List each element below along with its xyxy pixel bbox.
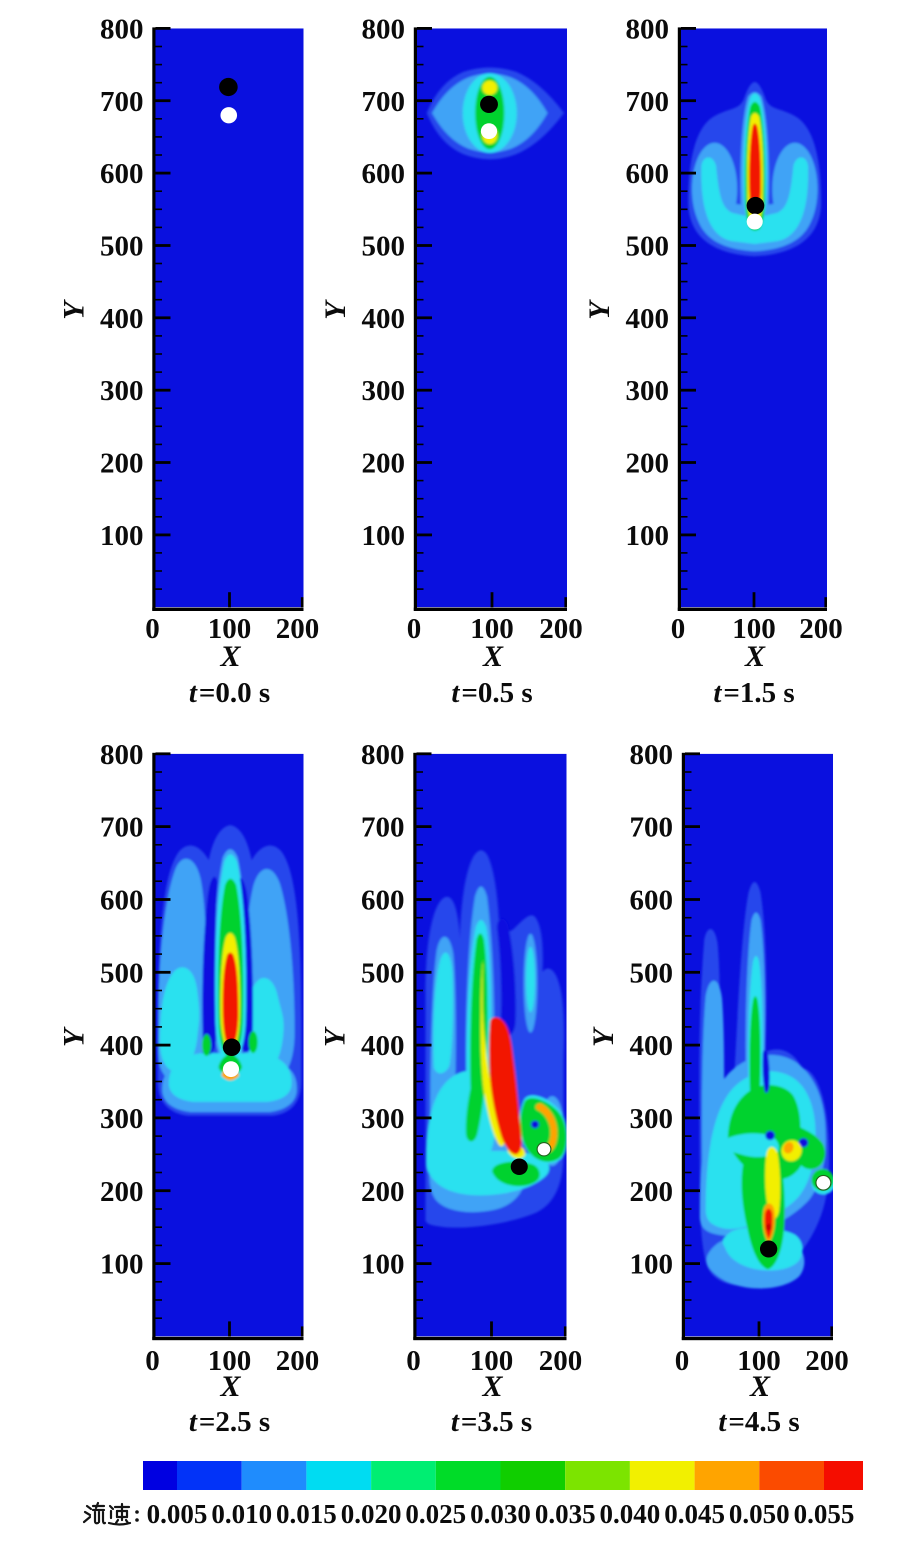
svg-text:0.030: 0.030	[470, 1499, 531, 1529]
svg-text:0.025: 0.025	[405, 1499, 466, 1529]
svg-text:t=3.5 s: t=3.5 s	[451, 1406, 532, 1438]
svg-text:200: 200	[805, 1345, 849, 1377]
svg-text:0: 0	[407, 613, 422, 645]
svg-text:0.035: 0.035	[535, 1499, 596, 1529]
svg-text:100: 100	[732, 613, 776, 645]
svg-text:X: X	[219, 640, 241, 673]
svg-text:Y: Y	[58, 299, 91, 320]
svg-text:300: 300	[361, 1103, 405, 1135]
svg-text:100: 100	[100, 520, 144, 552]
svg-text:300: 300	[362, 375, 406, 407]
svg-text:300: 300	[626, 375, 670, 407]
svg-text:400: 400	[630, 1030, 674, 1062]
svg-text:800: 800	[100, 739, 144, 771]
svg-text:700: 700	[100, 812, 144, 844]
svg-text:100: 100	[208, 613, 252, 645]
svg-text:100: 100	[626, 520, 670, 552]
svg-text:100: 100	[100, 1249, 144, 1281]
svg-text:Y: Y	[587, 1026, 620, 1047]
svg-text:600: 600	[630, 885, 674, 917]
svg-text:400: 400	[626, 303, 670, 335]
svg-text:500: 500	[361, 957, 405, 989]
svg-text:Y: Y	[583, 299, 616, 320]
svg-text:100: 100	[470, 1345, 514, 1377]
svg-text:X: X	[219, 1370, 241, 1403]
svg-text:700: 700	[626, 86, 670, 118]
svg-text:800: 800	[362, 13, 406, 45]
svg-text:700: 700	[362, 86, 406, 118]
svg-text:700: 700	[361, 812, 405, 844]
svg-text:100: 100	[630, 1249, 674, 1281]
svg-text:300: 300	[100, 375, 144, 407]
svg-text:400: 400	[100, 1030, 144, 1062]
svg-text:0.020: 0.020	[341, 1499, 402, 1529]
svg-text:0.050: 0.050	[729, 1499, 790, 1529]
svg-text:200: 200	[630, 1176, 674, 1208]
svg-text:t=2.5 s: t=2.5 s	[189, 1406, 270, 1438]
svg-text:t=0.5 s: t=0.5 s	[451, 677, 532, 709]
svg-text:500: 500	[100, 957, 144, 989]
svg-text:800: 800	[100, 13, 144, 45]
svg-text:200: 200	[100, 1176, 144, 1208]
svg-text:200: 200	[361, 1176, 405, 1208]
svg-text:300: 300	[100, 1103, 144, 1135]
svg-text:0.055: 0.055	[794, 1499, 855, 1529]
svg-text:0: 0	[145, 613, 160, 645]
svg-text:X: X	[749, 1370, 771, 1403]
svg-text:400: 400	[361, 1030, 405, 1062]
svg-text:200: 200	[362, 448, 406, 480]
svg-text:200: 200	[539, 613, 583, 645]
svg-text:0: 0	[145, 1345, 160, 1377]
svg-text:200: 200	[276, 1345, 320, 1377]
svg-text:600: 600	[626, 158, 670, 190]
svg-text:X: X	[744, 640, 766, 673]
svg-text:400: 400	[362, 303, 406, 335]
svg-text:X: X	[482, 640, 504, 673]
svg-text:0.040: 0.040	[600, 1499, 661, 1529]
svg-text:100: 100	[362, 520, 406, 552]
svg-text:t=0.0 s: t=0.0 s	[189, 677, 270, 709]
svg-text:700: 700	[630, 812, 674, 844]
svg-text:X: X	[481, 1370, 503, 1403]
svg-text:Y: Y	[319, 1026, 352, 1047]
svg-text:0: 0	[675, 1345, 690, 1377]
svg-text:Y: Y	[58, 1026, 91, 1047]
svg-text:t=1.5 s: t=1.5 s	[713, 677, 794, 709]
svg-text:500: 500	[626, 231, 670, 263]
svg-text:Y: Y	[319, 299, 352, 320]
svg-text:0.010: 0.010	[211, 1499, 272, 1529]
svg-text:t=4.5 s: t=4.5 s	[718, 1406, 799, 1438]
svg-text:500: 500	[362, 231, 406, 263]
svg-text:700: 700	[100, 86, 144, 118]
svg-text:100: 100	[470, 613, 514, 645]
svg-text:100: 100	[208, 1345, 252, 1377]
svg-text:400: 400	[100, 303, 144, 335]
svg-text:300: 300	[630, 1103, 674, 1135]
svg-text:200: 200	[276, 613, 320, 645]
svg-text:0: 0	[671, 613, 686, 645]
svg-text:0.005: 0.005	[147, 1499, 208, 1529]
svg-text:800: 800	[626, 13, 670, 45]
svg-text:800: 800	[361, 739, 405, 771]
svg-text:200: 200	[539, 1345, 583, 1377]
svg-text:100: 100	[361, 1249, 405, 1281]
svg-text:600: 600	[361, 885, 405, 917]
svg-text:800: 800	[630, 739, 674, 771]
svg-text:0.015: 0.015	[276, 1499, 337, 1529]
svg-text:600: 600	[100, 158, 144, 190]
svg-text:500: 500	[630, 957, 674, 989]
svg-text:100: 100	[737, 1345, 781, 1377]
svg-text:600: 600	[362, 158, 406, 190]
svg-text:200: 200	[799, 613, 843, 645]
svg-text:200: 200	[100, 448, 144, 480]
svg-text:600: 600	[100, 885, 144, 917]
svg-text:200: 200	[626, 448, 670, 480]
svg-text:0.045: 0.045	[664, 1499, 725, 1529]
svg-text:500: 500	[100, 231, 144, 263]
svg-text:0: 0	[406, 1345, 421, 1377]
